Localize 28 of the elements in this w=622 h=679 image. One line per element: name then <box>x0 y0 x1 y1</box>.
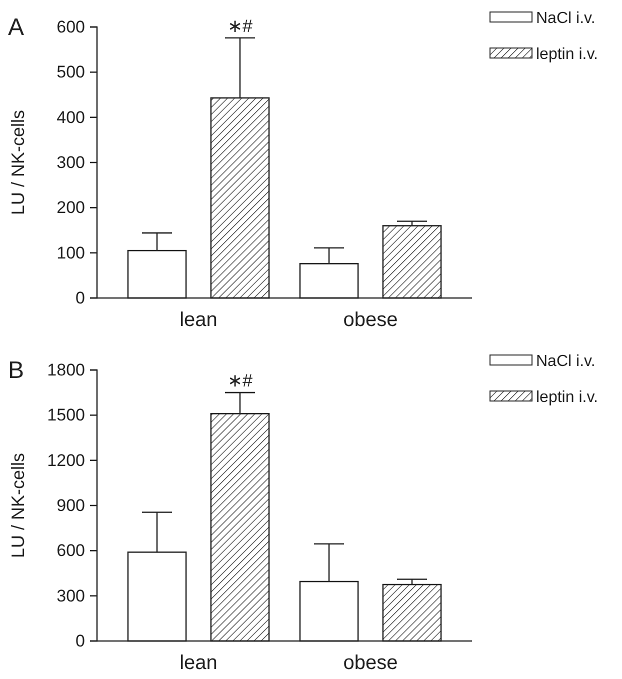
y-axis-title: LU / NK-cells <box>8 110 28 216</box>
annotation: ∗# <box>227 370 252 391</box>
y-tick-label: 500 <box>56 62 85 82</box>
y-tick-label: 300 <box>56 152 85 172</box>
y-tick-label: 100 <box>56 243 85 262</box>
y-tick-label: 300 <box>56 586 85 606</box>
legend-label: NaCl i.v. <box>536 353 596 370</box>
y-tick-label: 0 <box>76 288 85 308</box>
chart-title: A <box>8 14 24 41</box>
legend-label: leptin i.v. <box>536 46 598 63</box>
x-tick-label: lean <box>180 309 218 332</box>
y-axis-title: LU / NK-cells <box>8 452 28 558</box>
x-tick-label: lean <box>180 652 218 674</box>
chart-title: B <box>8 357 24 384</box>
legend-label: NaCl i.v. <box>536 10 596 27</box>
y-tick-label: 900 <box>56 496 85 515</box>
y-tick-label: 1500 <box>47 406 85 425</box>
x-tick-label: obese <box>343 309 398 332</box>
y-tick-label: 600 <box>56 17 85 36</box>
y-tick-label: 200 <box>56 198 85 218</box>
y-tick-label: 400 <box>56 108 85 127</box>
y-tick-label: 0 <box>76 631 85 650</box>
y-tick-label: 1800 <box>47 360 85 380</box>
y-tick-label: 600 <box>56 541 85 560</box>
legend-label: leptin i.v. <box>536 389 598 406</box>
x-tick-label: obese <box>343 652 398 674</box>
y-tick-label: 1200 <box>47 450 85 470</box>
annotation: ∗# <box>227 16 252 36</box>
